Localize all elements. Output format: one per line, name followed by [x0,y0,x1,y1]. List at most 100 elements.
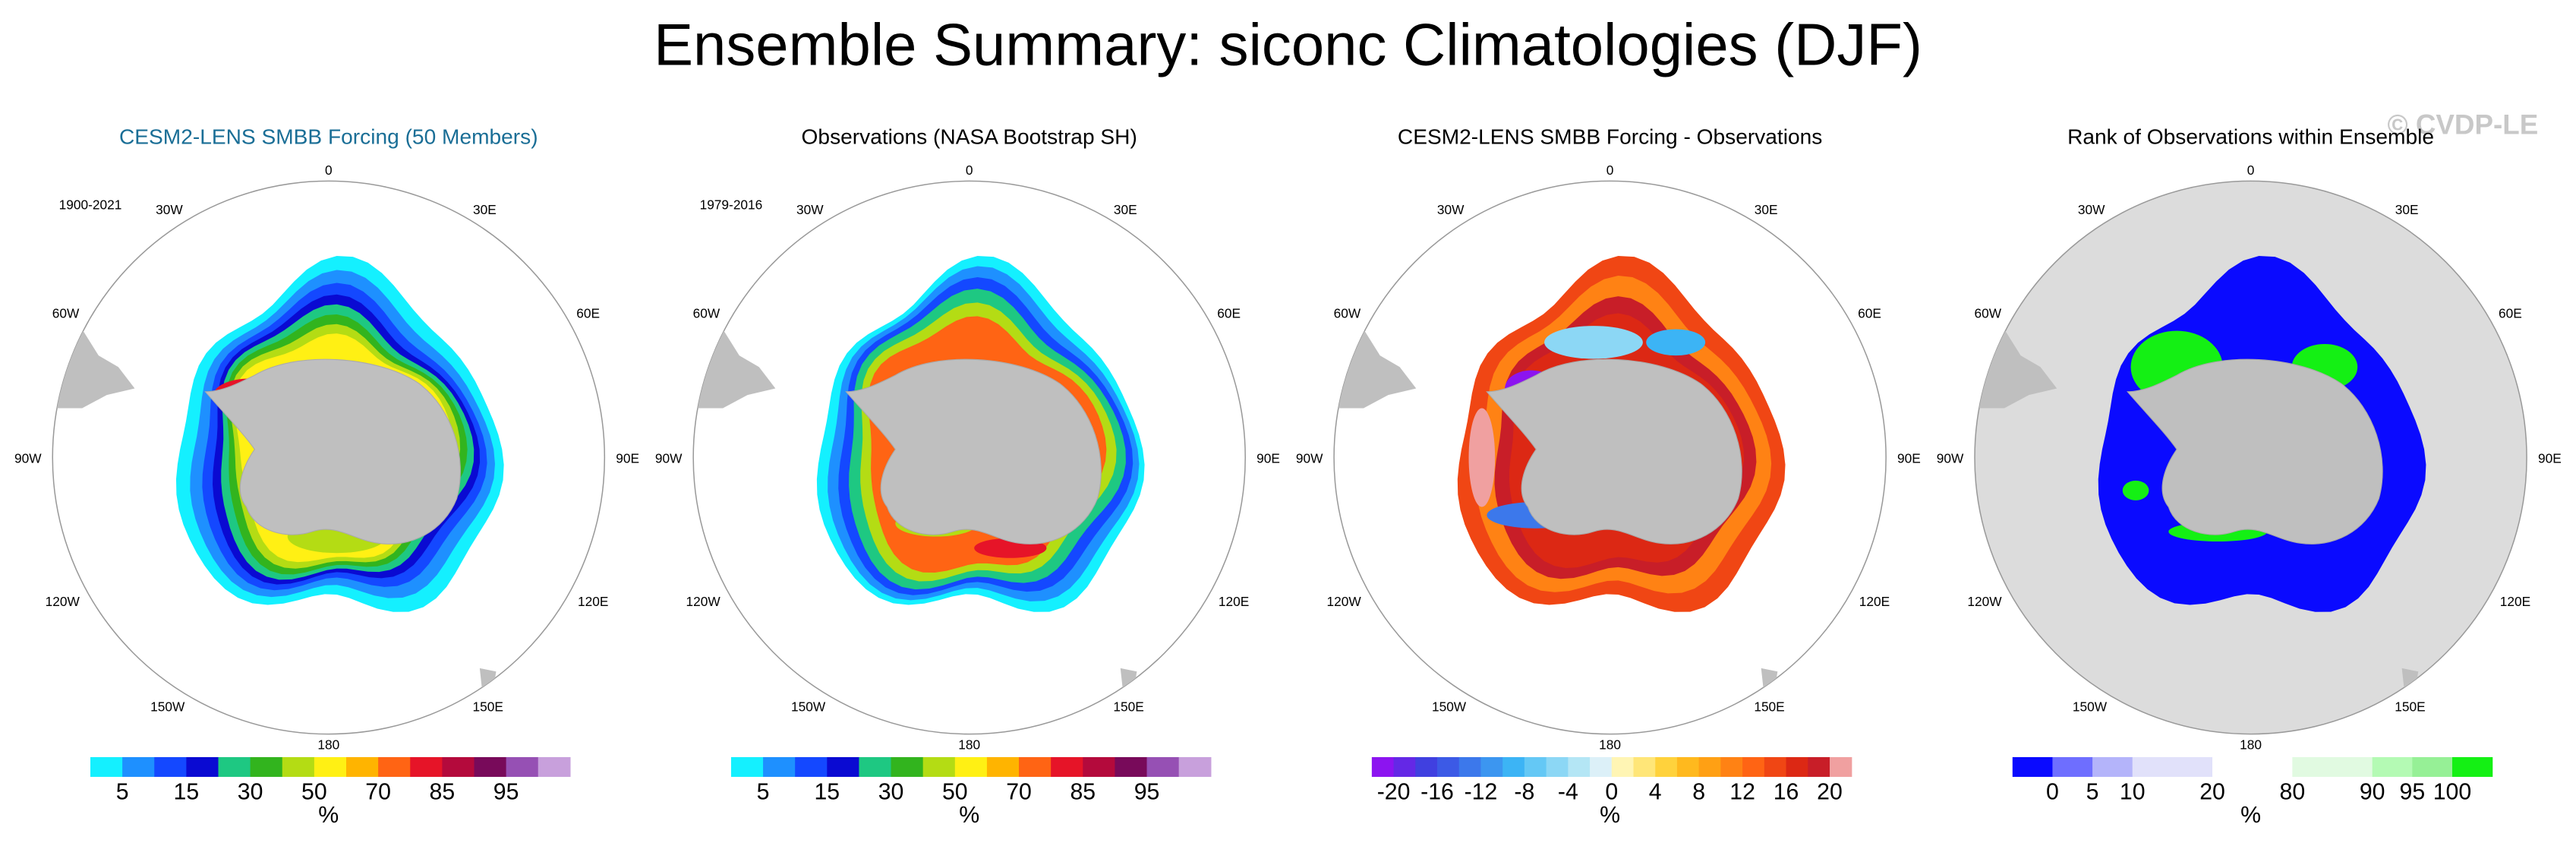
colorbar-label: 85 [430,780,456,805]
longitude-label: 180 [317,737,339,752]
colorbar-label: 16 [1774,780,1799,805]
colorbar-box [314,756,347,777]
longitude-label: 30W [156,202,183,217]
longitude-label: 60W [52,306,80,321]
colorbar-label: -4 [1558,780,1578,805]
longitude-label: 30E [1755,202,1778,217]
colorbar-box [1393,756,1416,777]
colorbar-box [442,756,475,777]
antarctica [2127,358,2383,545]
colorbar-box [218,756,251,777]
colorbar-label: 5 [757,780,770,805]
colorbar-box [1720,756,1743,777]
colorbar-label: 15 [174,780,200,805]
longitude-label: 150E [1754,699,1784,715]
colorbar-box [986,756,1020,777]
colorbar-box [2292,756,2373,777]
colorbar-label: -20 [1377,780,1411,805]
longitude-label: 0 [1606,163,1614,178]
longitude-label: 150W [791,699,826,715]
colorbar-box [1786,756,1808,777]
colorbar-box [186,756,219,777]
colorbar-box [122,756,155,777]
longitude-label: 150E [1113,699,1143,715]
longitude-label: 30E [1114,202,1137,217]
colorbar-box [538,756,571,777]
colorbar-box [1655,756,1678,777]
colorbar-label: 95 [1134,780,1160,805]
colorbar-box [1611,756,1635,777]
longitude-label: 60E [1217,306,1241,321]
colorbar-box [859,756,892,777]
antarctica [845,358,1102,545]
colorbar-box [1019,756,1052,777]
colorbar-label: 0 [1605,780,1618,805]
longitude-label: 0 [325,163,333,178]
colorbar-box [1764,756,1787,777]
longitude-label: 180 [1599,737,1621,752]
panel-title: CESM2-LENS SMBB Forcing - Observations [1398,125,1822,148]
colorbar-box [922,756,956,777]
longitude-label: 120E [1219,594,1249,609]
colorbar-box [891,756,924,777]
colorbar-unit: % [959,803,979,828]
colorbar-box [954,756,988,777]
longitude-label: 150W [150,699,185,715]
colorbar-unit: % [318,803,339,828]
colorbar-box [1590,756,1613,777]
colorbar-box [1051,756,1083,777]
colorbar-label: 0 [2046,780,2059,805]
longitude-label: 90E [1897,450,1921,466]
colorbar-label: 8 [1692,780,1705,805]
colorbar-box [1676,756,1700,777]
longitude-label: 150W [1432,699,1467,715]
colorbar-box [154,756,188,777]
longitude-label: 120W [686,594,721,609]
longitude-label: 90E [1256,450,1280,466]
colorbar-box [1742,756,1765,777]
longitude-label: 180 [2240,737,2262,752]
panel-title: CESM2-LENS SMBB Forcing (50 Members) [119,125,538,148]
colorbar-label: 10 [2120,780,2146,805]
longitude-label: 60E [1858,306,1881,321]
period-label: 1900-2021 [59,197,122,212]
colorbar-box [346,756,379,777]
colorbar-box [1698,756,1722,777]
colorbar-label: -16 [1420,780,1454,805]
panel-title: Observations (NASA Bootstrap SH) [802,125,1137,148]
colorbar-box [1524,756,1547,777]
watermark: © CVDP-LE [2388,109,2539,140]
colorbar-box [2092,756,2133,777]
antarctica [1486,358,1742,545]
longitude-label: 150E [472,699,503,715]
colorbar-label: 100 [2433,780,2472,805]
colorbar-box [2132,756,2213,777]
colorbar-box [474,756,507,777]
longitude-label: 90W [655,450,683,466]
colorbar-box [1502,756,1525,777]
longitude-label: 90E [616,450,639,466]
colorbar-box [1415,756,1438,777]
colorbar-box [1115,756,1148,777]
longitude-label: 180 [958,737,980,752]
figure-title: Ensemble Summary: siconc Climatologies (… [654,11,1922,78]
colorbar-box [378,756,411,777]
longitude-label: 30E [2395,202,2419,217]
colorbar-label: 5 [116,780,129,805]
sea-ice-patch [2122,480,2149,500]
longitude-label: 30W [2078,202,2105,217]
colorbar-box [795,756,828,777]
colorbar-box [90,756,123,777]
colorbar-box [2372,756,2413,777]
map-content [693,256,1145,734]
longitude-label: 30W [1437,202,1465,217]
colorbar-unit: % [2240,803,2261,828]
map-panel: 0 30E 60E 90E 120E 150E 180 150W 120W 90W 60W 30W Ra… [1937,125,2562,828]
colorbar-box [1146,756,1180,777]
colorbar-label: 30 [238,780,263,805]
colorbar-box [730,756,764,777]
colorbar-box [1546,756,1569,777]
colorbar-box [1371,756,1395,777]
colorbar-label: 90 [2360,780,2385,805]
longitude-label: 120E [1859,594,1890,609]
